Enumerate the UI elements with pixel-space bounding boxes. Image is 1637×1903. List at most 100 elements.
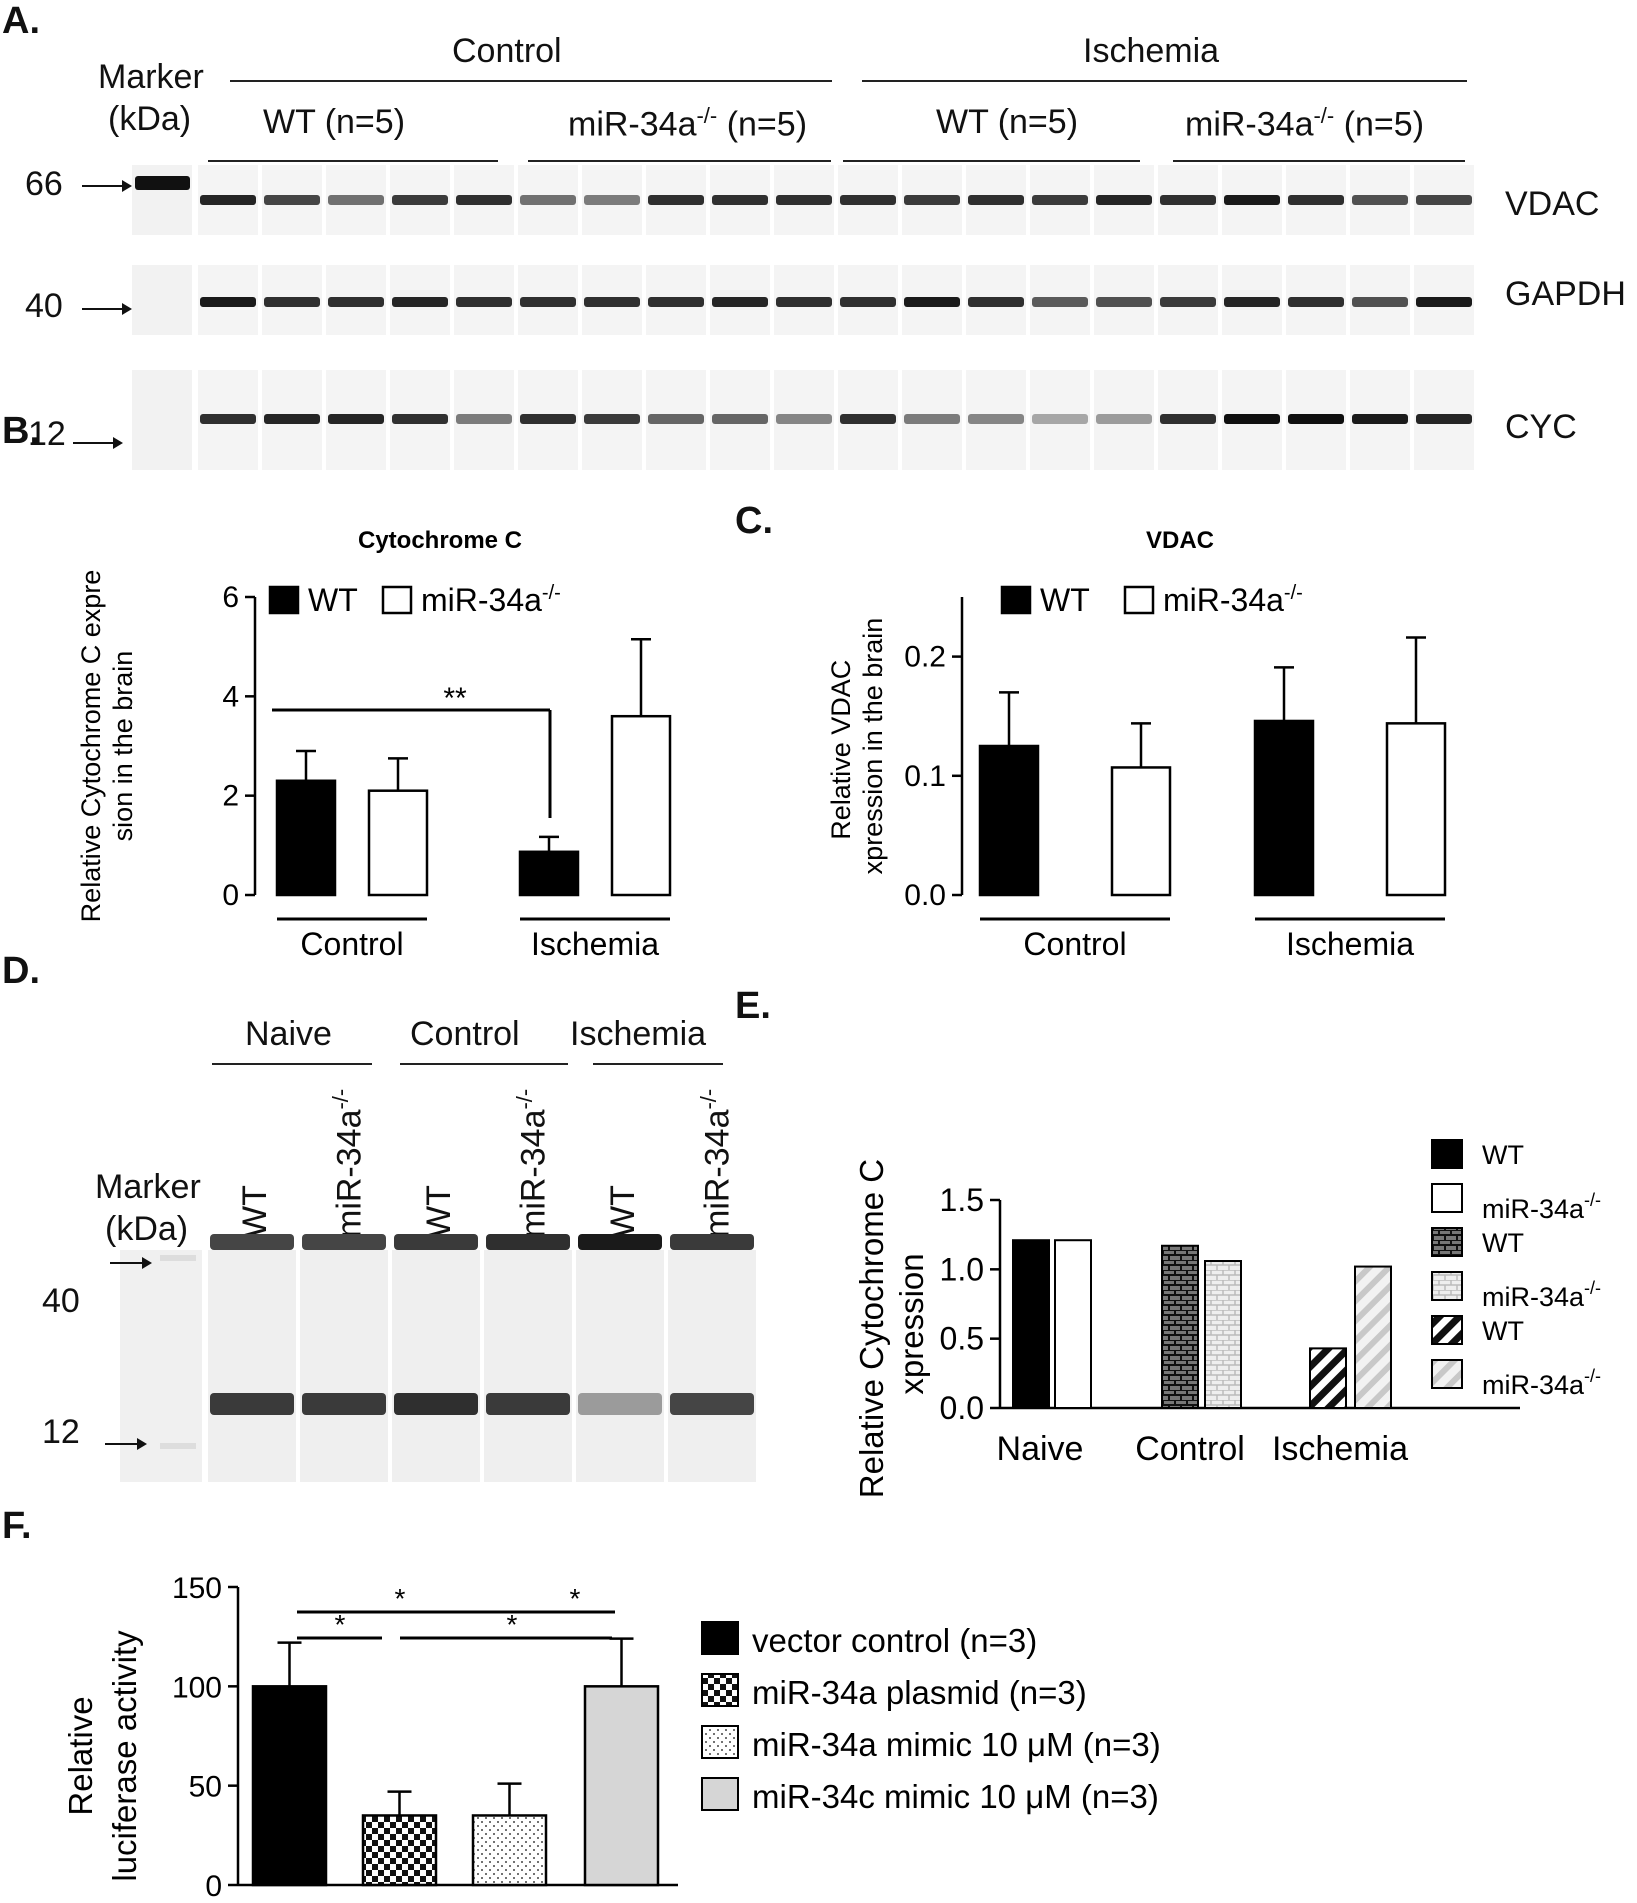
y-axis-label-line: luciferase activity <box>106 1630 143 1882</box>
y-axis-label-line: Relative <box>62 1696 99 1815</box>
blot-band <box>648 414 704 424</box>
marker-arrowhead <box>122 303 132 315</box>
blot-band <box>1224 414 1280 424</box>
blot-band <box>520 414 576 424</box>
blot-band <box>456 297 512 307</box>
marker-arrowhead <box>137 1438 147 1450</box>
group-naive-label: Naive <box>245 1015 332 1053</box>
blot-band <box>584 414 640 424</box>
blot-band <box>776 297 832 307</box>
legend-label: miR-34a-/- <box>1163 582 1303 618</box>
blot-band <box>520 195 576 205</box>
blot-band <box>968 297 1024 307</box>
blot-band <box>1352 297 1408 307</box>
sub-label-control-wt: WT (n=5) <box>263 103 406 141</box>
blot-band <box>1032 297 1088 307</box>
y-axis-label-line: Relative VDAC <box>826 652 856 840</box>
marker-40: 40 <box>25 287 63 325</box>
sub-line <box>208 160 498 162</box>
blot-band <box>904 297 960 307</box>
sub-line <box>843 160 1140 162</box>
protein-label-cyc: CYC <box>1505 408 1577 446</box>
bar <box>471 1814 548 1887</box>
group-line <box>400 1063 568 1065</box>
blot-lane <box>300 1250 388 1482</box>
panel-label-a: A. <box>2 0 40 42</box>
marker-arrow <box>73 442 119 444</box>
y-tick-label: 0 <box>205 1870 222 1903</box>
protein-label-vdac: VDAC <box>1505 185 1600 223</box>
lane-label-wt: WT <box>236 1185 274 1238</box>
y-axis-label-line: xpression <box>893 1253 930 1394</box>
blot-band <box>456 414 512 424</box>
sub-line <box>528 160 831 162</box>
y-axis-label: Relative Cytochrome C expresion in the b… <box>76 570 138 923</box>
blot-band <box>648 297 704 307</box>
y-axis-label: Relative VDAC xpression in the brain <box>826 618 888 875</box>
blot-band-upper <box>486 1234 570 1250</box>
sub-label-control-ko: miR-34a-/- (n=5) <box>568 103 808 144</box>
legend-swatch <box>381 585 413 615</box>
group-control-line <box>230 80 832 82</box>
significance-annotation: * <box>570 1583 581 1614</box>
legend-swatch <box>1431 1271 1463 1301</box>
legend-label: miR-34a-/- <box>1482 1190 1601 1224</box>
panel-label-d: D. <box>2 950 40 992</box>
chart-c: VDAC 0.0 0.1 0.2 Relative VDAC xpression in… <box>826 527 1447 962</box>
sub-label-ischemia-ko: miR-34a-/- (n=5) <box>1185 103 1425 144</box>
chart-f: 0 50 100 150 Relative luciferase activity * * * *… <box>62 1572 1161 1903</box>
bar <box>1054 1239 1092 1409</box>
legend-label: miR-34a plasmid (n=3) <box>752 1674 1087 1711</box>
legend-label: WT <box>1482 1140 1524 1170</box>
y-tick-label: 1.5 <box>940 1182 984 1218</box>
blot-band <box>584 195 640 205</box>
ko-superscript: -/- <box>328 1088 353 1110</box>
sub-label-ischemia-wt: WT (n=5) <box>936 103 1079 141</box>
x-tick-label: Control <box>1135 1430 1245 1468</box>
blot-band <box>712 414 768 424</box>
blot-band <box>1096 297 1152 307</box>
bar <box>610 714 672 897</box>
y-tick-label: 2 <box>222 780 239 813</box>
lane-label-ko: miR-34a-/- <box>512 1088 553 1238</box>
marker-40: 40 <box>42 1282 80 1320</box>
y-tick-label: 100 <box>172 1671 222 1704</box>
blot-band <box>1288 414 1344 424</box>
group-control-label: Control <box>452 32 562 70</box>
blot-band-lower <box>578 1393 662 1415</box>
bar <box>1354 1265 1392 1409</box>
blot-band <box>1160 297 1216 307</box>
blot-band <box>1032 414 1088 424</box>
lane-label-wt: WT <box>420 1185 458 1238</box>
y-tick-label: 0.0 <box>904 879 946 912</box>
y-tick-label: 0.2 <box>904 641 946 674</box>
blot-band <box>1032 195 1088 205</box>
marker-band-66 <box>135 176 190 190</box>
blot-band <box>1288 195 1344 205</box>
marker-12: 12 <box>28 415 66 453</box>
y-axis-label-line: Relative Cytochrome C <box>853 1150 890 1498</box>
blot-band <box>648 195 704 205</box>
blot-band <box>840 414 896 424</box>
blot-band-upper <box>670 1234 754 1250</box>
y-tick-label: 50 <box>189 1771 222 1804</box>
group-ischemia-label: Ischemia <box>1083 32 1220 70</box>
legend-label: miR-34a-/- <box>1482 1366 1601 1400</box>
blot-band <box>392 414 448 424</box>
y-tick-label: 0.5 <box>940 1321 984 1357</box>
bar <box>1161 1244 1199 1409</box>
blot-band <box>1416 414 1472 424</box>
legend-swatch <box>701 1673 739 1707</box>
blot-band <box>840 195 896 205</box>
bar <box>518 850 580 897</box>
significance-annotation: * <box>507 1609 518 1640</box>
chart-b-title: Cytochrome C <box>358 527 522 554</box>
blot-lane <box>576 1250 664 1482</box>
x-tick-label: Control <box>300 926 403 962</box>
blot-band <box>1224 297 1280 307</box>
blot-band-upper <box>578 1234 662 1250</box>
blot-band <box>968 195 1024 205</box>
group-ischemia-label: Ischemia <box>570 1015 707 1053</box>
y-axis-label-line: sion in the brain <box>108 651 138 842</box>
bar <box>1385 722 1447 897</box>
